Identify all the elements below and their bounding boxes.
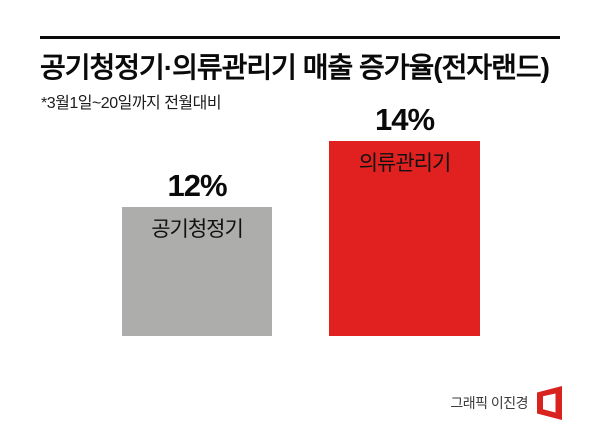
bar-group-clothing-care: 14% 의류관리기	[329, 102, 480, 336]
bar-group-air-purifier: 12% 공기청정기	[122, 168, 272, 336]
publisher-logo-inner	[543, 393, 556, 413]
title-rule	[40, 36, 560, 39]
value-label-air-purifier: 12%	[167, 168, 227, 203]
publisher-logo-icon	[537, 386, 562, 420]
chart-title: 공기청정기·의류관리기 매출 증가율(전자랜드)	[40, 52, 550, 83]
bar-air-purifier	[122, 207, 272, 336]
chart-subtitle: *3월1일~20일까지 전월대비	[41, 95, 222, 112]
bar-clothing-care	[329, 141, 480, 336]
category-label-air-purifier: 공기청정기	[151, 218, 244, 241]
value-label-clothing-care: 14%	[374, 102, 435, 137]
category-label-clothing-care: 의류관리기	[358, 152, 452, 175]
credit-text: 그래픽 이진경	[450, 395, 528, 411]
